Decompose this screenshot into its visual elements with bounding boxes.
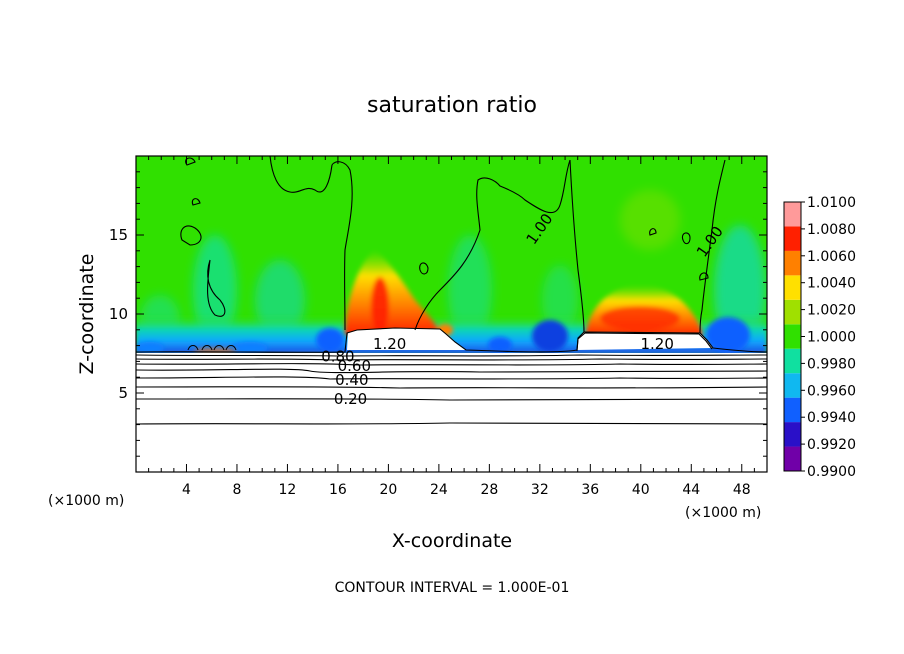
- colorbar-label: 0.9980: [807, 356, 856, 372]
- colorbar-label: 0.9920: [807, 437, 856, 453]
- colorbar-swatch: [784, 373, 801, 398]
- x-tick-label: 28: [480, 482, 498, 498]
- x-tick-label: 20: [379, 482, 397, 498]
- x-unit-right: (×1000 m): [685, 505, 761, 521]
- colorbar-label: 1.0080: [807, 222, 856, 238]
- colorbar-swatch: [784, 324, 801, 349]
- colorbar-swatch: [784, 397, 801, 423]
- x-tick-label: 48: [733, 482, 751, 498]
- colorbar-label: 0.9940: [807, 410, 856, 426]
- x-tick-label: 40: [632, 482, 650, 498]
- contour-label: 1.20: [641, 335, 674, 353]
- colorbar-swatch: [784, 299, 801, 325]
- x-tick-label: 24: [430, 482, 448, 498]
- contour-label: 0.60: [338, 357, 371, 375]
- colorbar-swatch: [784, 250, 801, 276]
- y-tick-label: 5: [118, 384, 128, 402]
- y-tick-label: 10: [109, 305, 128, 323]
- field-blue-patches: [136, 317, 750, 354]
- contour-label: 0.40: [335, 371, 368, 389]
- plot-area: [136, 156, 767, 472]
- x-axis-label: X-coordinate: [392, 530, 512, 552]
- colorbar-label: 0.9960: [807, 383, 856, 399]
- colorbar-label: 1.0020: [807, 303, 856, 319]
- colorbar-swatch: [784, 348, 801, 374]
- x-tick-label: 36: [581, 482, 599, 498]
- x-tick-label: 4: [182, 482, 191, 498]
- colorbar-swatch: [784, 275, 801, 300]
- contour-lines: [136, 156, 767, 425]
- colorbar-swatch: [784, 226, 801, 251]
- y-tick-label: 15: [109, 226, 128, 244]
- contour-label: 0.80: [321, 347, 354, 365]
- colorbar-label: 1.0060: [807, 249, 856, 265]
- x-unit-left: (×1000 m): [48, 493, 124, 509]
- field-supersaturation: [193, 250, 703, 354]
- subsaturated-region: [136, 353, 767, 472]
- colorbar-swatch: [784, 446, 801, 471]
- y-axis-label: Z-coordinate: [76, 254, 98, 375]
- colorbar-swatch: [784, 422, 801, 447]
- colorbar-label: 1.0000: [807, 330, 856, 346]
- cloud-region-left: [347, 328, 466, 350]
- x-tick-label: 8: [232, 482, 241, 498]
- y-axis: 5 10 15: [109, 171, 767, 457]
- cloud-region-right: [577, 332, 713, 350]
- colorbar: 0.9900 0.9920 0.9940 0.9960 0.9980 1.0000 1.00…: [783, 195, 856, 480]
- contour-label: 1.20: [373, 335, 406, 353]
- chart-title: saturation ratio: [367, 93, 537, 118]
- x-tick-label: 16: [329, 482, 347, 498]
- contour-interval-label: CONTOUR INTERVAL = 1.000E-01: [335, 580, 570, 596]
- colorbar-label: 1.0100: [807, 195, 856, 211]
- colorbar-label: 1.0040: [807, 276, 856, 292]
- contour-label: 0.20: [334, 390, 367, 408]
- colorbar-swatch: [784, 202, 801, 227]
- colorbar-label: 0.9900: [807, 464, 856, 480]
- x-tick-label: 44: [682, 482, 700, 498]
- x-tick-label: 12: [279, 482, 297, 498]
- x-tick-label: 32: [531, 482, 549, 498]
- x-axis: 4 8 12 16 20 24 28 32 36 40 44 48: [148, 156, 755, 498]
